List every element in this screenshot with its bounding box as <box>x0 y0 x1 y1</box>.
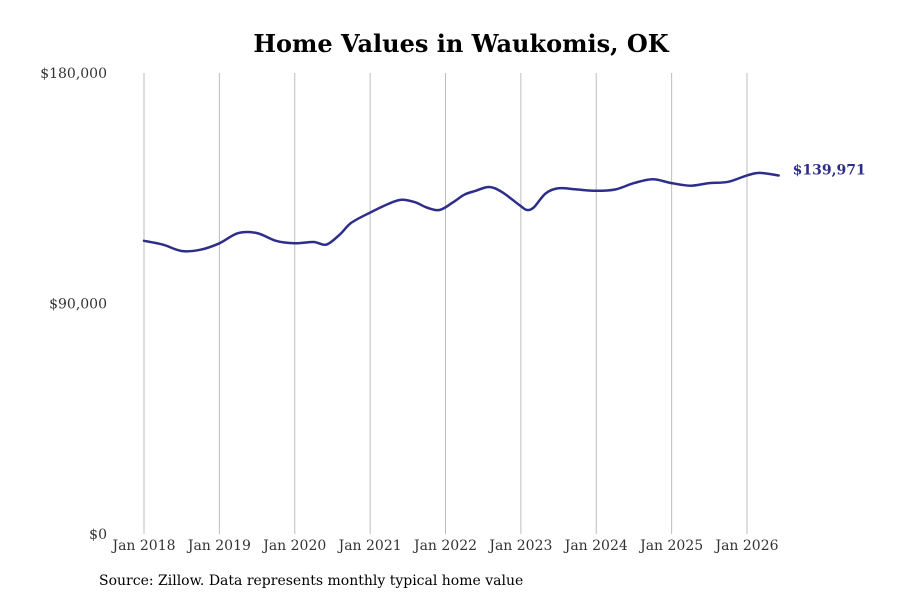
x-axis-ticks: Jan 2018 Jan 2019 Jan 2020 Jan 2021 Jan 2022… <box>110 538 778 554</box>
x-tick-label: Jan 2022 <box>412 538 477 554</box>
x-tick-label: Jan 2018 <box>110 538 175 554</box>
chart-title: Home Values in Waukomis, OK <box>253 29 669 58</box>
series-line <box>142 171 780 253</box>
x-tick-label: Jan 2023 <box>487 538 552 554</box>
source-note: Source: Zillow. Data represents monthly … <box>99 573 524 589</box>
grid <box>143 73 748 534</box>
x-tick-label: Jan 2021 <box>337 538 402 554</box>
x-tick-label: Jan 2026 <box>713 538 778 554</box>
y-tick-label: $180,000 <box>40 66 107 82</box>
x-tick-label: Jan 2019 <box>186 538 251 554</box>
end-value-label: $139,971 <box>793 163 866 179</box>
x-tick-label: Jan 2020 <box>261 538 326 554</box>
y-axis-ticks: $0 $90,000 $180,000 <box>40 66 107 543</box>
x-tick-label: Jan 2025 <box>638 538 703 554</box>
y-tick-label: $90,000 <box>49 297 107 313</box>
y-tick-label: $0 <box>89 527 107 543</box>
x-tick-label: Jan 2024 <box>563 538 628 554</box>
